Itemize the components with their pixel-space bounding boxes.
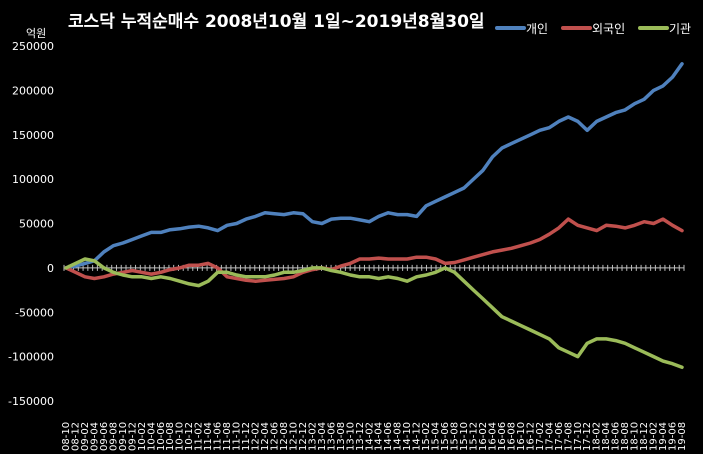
- x-tick-label: 14-08: [393, 422, 404, 451]
- x-tick-label: 09-12: [127, 422, 138, 451]
- x-tick-label: 17-04: [544, 422, 555, 451]
- x-tick-label: 10-04: [146, 422, 157, 451]
- x-tick-label: 10-12: [184, 422, 195, 451]
- x-tick-label: 16-06: [497, 422, 508, 451]
- legend-label-0: 개인: [526, 22, 548, 36]
- x-tick-label: 13-08: [336, 422, 347, 451]
- x-tick-label: 13-04: [317, 422, 328, 451]
- x-tick-label: 12-08: [279, 422, 290, 451]
- x-tick-label: 16-08: [506, 422, 517, 451]
- x-tick-label: 09-10: [118, 422, 129, 451]
- x-tick-label: 19-04: [658, 422, 669, 451]
- series-line-2: [64, 257, 684, 370]
- x-tick-label: 15-10: [459, 422, 470, 451]
- x-tick-label: 11-12: [241, 422, 252, 451]
- y-tick-label: 200000: [12, 84, 54, 97]
- series-line-1: [64, 217, 684, 283]
- x-tick-label: 09-02: [80, 422, 91, 451]
- y-tick-label: -50000: [15, 306, 54, 319]
- x-tick-label: 18-08: [620, 422, 631, 451]
- x-tick-label: 11-08: [222, 422, 233, 451]
- x-tick-label: 17-02: [535, 422, 546, 451]
- x-tick-label: 11-04: [203, 422, 214, 451]
- x-tick-label: 08-10: [61, 422, 72, 451]
- x-tick-label: 13-10: [345, 422, 356, 451]
- x-tick-label: 15-08: [450, 422, 461, 451]
- x-tick-label: 10-10: [175, 422, 186, 451]
- x-tick-label: 17-08: [563, 422, 574, 451]
- x-tick-label: 14-02: [364, 422, 375, 451]
- x-tick-label: 13-02: [307, 422, 318, 451]
- x-tick-label: 12-02: [251, 422, 262, 451]
- x-tick-label: 10-02: [137, 422, 148, 451]
- x-tick-label: 08-12: [70, 422, 81, 451]
- x-tick-label: 18-12: [639, 422, 650, 451]
- x-tick-label: 12-04: [260, 422, 271, 451]
- x-tick-label: 14-04: [374, 422, 385, 451]
- x-tick-label: 17-10: [573, 422, 584, 451]
- x-tick-label: 17-12: [582, 422, 593, 451]
- x-tick-label: 09-08: [108, 422, 119, 451]
- chart-title: 코스닥 누적순매수 2008년10월 1일~2019년8월30일: [68, 12, 485, 32]
- x-tick-label: 15-12: [469, 422, 480, 451]
- x-axis: 08-1008-1209-0209-0409-0609-0809-1009-12…: [61, 264, 688, 451]
- x-tick-label: 11-10: [232, 422, 243, 451]
- x-tick-label: 11-06: [213, 422, 224, 451]
- x-tick-label: 16-02: [478, 422, 489, 451]
- x-tick-label: 11-02: [194, 422, 205, 451]
- x-tick-label: 10-06: [156, 422, 167, 451]
- x-tick-label: 15-02: [421, 422, 432, 451]
- y-axis-ticks: 250000 200000 150000 100000 50000 0 -50000 -100…: [8, 40, 54, 408]
- x-tick-label: 12-10: [288, 422, 299, 451]
- x-tick-label: 16-04: [487, 422, 498, 451]
- y-tick-label: -150000: [8, 395, 54, 408]
- x-tick-label: 14-06: [383, 422, 394, 451]
- x-tick-label: 18-10: [630, 422, 641, 451]
- x-tick-label: 14-12: [412, 422, 423, 451]
- x-tick-label: 14-10: [402, 422, 413, 451]
- x-tick-label: 19-06: [668, 422, 679, 451]
- y-axis-unit: 억원: [26, 27, 46, 40]
- y-tick-label: 150000: [12, 129, 54, 142]
- x-tick-label: 15-06: [440, 422, 451, 451]
- x-tick-label: 12-06: [269, 422, 280, 451]
- series-line-0: [64, 62, 684, 270]
- x-tick-label: 09-04: [89, 422, 100, 451]
- x-tick-label: 18-02: [592, 422, 603, 451]
- legend-label-1: 외국인: [592, 22, 625, 36]
- y-tick-label: -100000: [8, 351, 54, 364]
- y-tick-label: 0: [47, 262, 54, 275]
- x-tick-label: 12-12: [298, 422, 309, 451]
- x-tick-label: 16-12: [525, 422, 536, 451]
- x-tick-label: 15-04: [431, 422, 442, 451]
- x-tick-label: 10-08: [165, 422, 176, 451]
- x-tick-label: 18-06: [611, 422, 622, 451]
- x-tick-label: 13-06: [326, 422, 337, 451]
- x-tick-label: 19-02: [649, 422, 660, 451]
- x-tick-label: 19-08: [677, 422, 688, 451]
- x-tick-label: 18-04: [601, 422, 612, 451]
- y-tick-label: 250000: [12, 40, 54, 53]
- y-tick-label: 50000: [19, 218, 54, 231]
- x-tick-label: 17-06: [554, 422, 565, 451]
- legend: 개인 외국인 기관: [495, 22, 691, 36]
- x-tick-label: 13-12: [355, 422, 366, 451]
- y-tick-label: 100000: [12, 173, 54, 186]
- x-tick-label: 16-10: [516, 422, 527, 451]
- x-tick-label: 09-06: [99, 422, 110, 451]
- legend-label-2: 기관: [669, 22, 691, 36]
- series-lines: [64, 62, 684, 370]
